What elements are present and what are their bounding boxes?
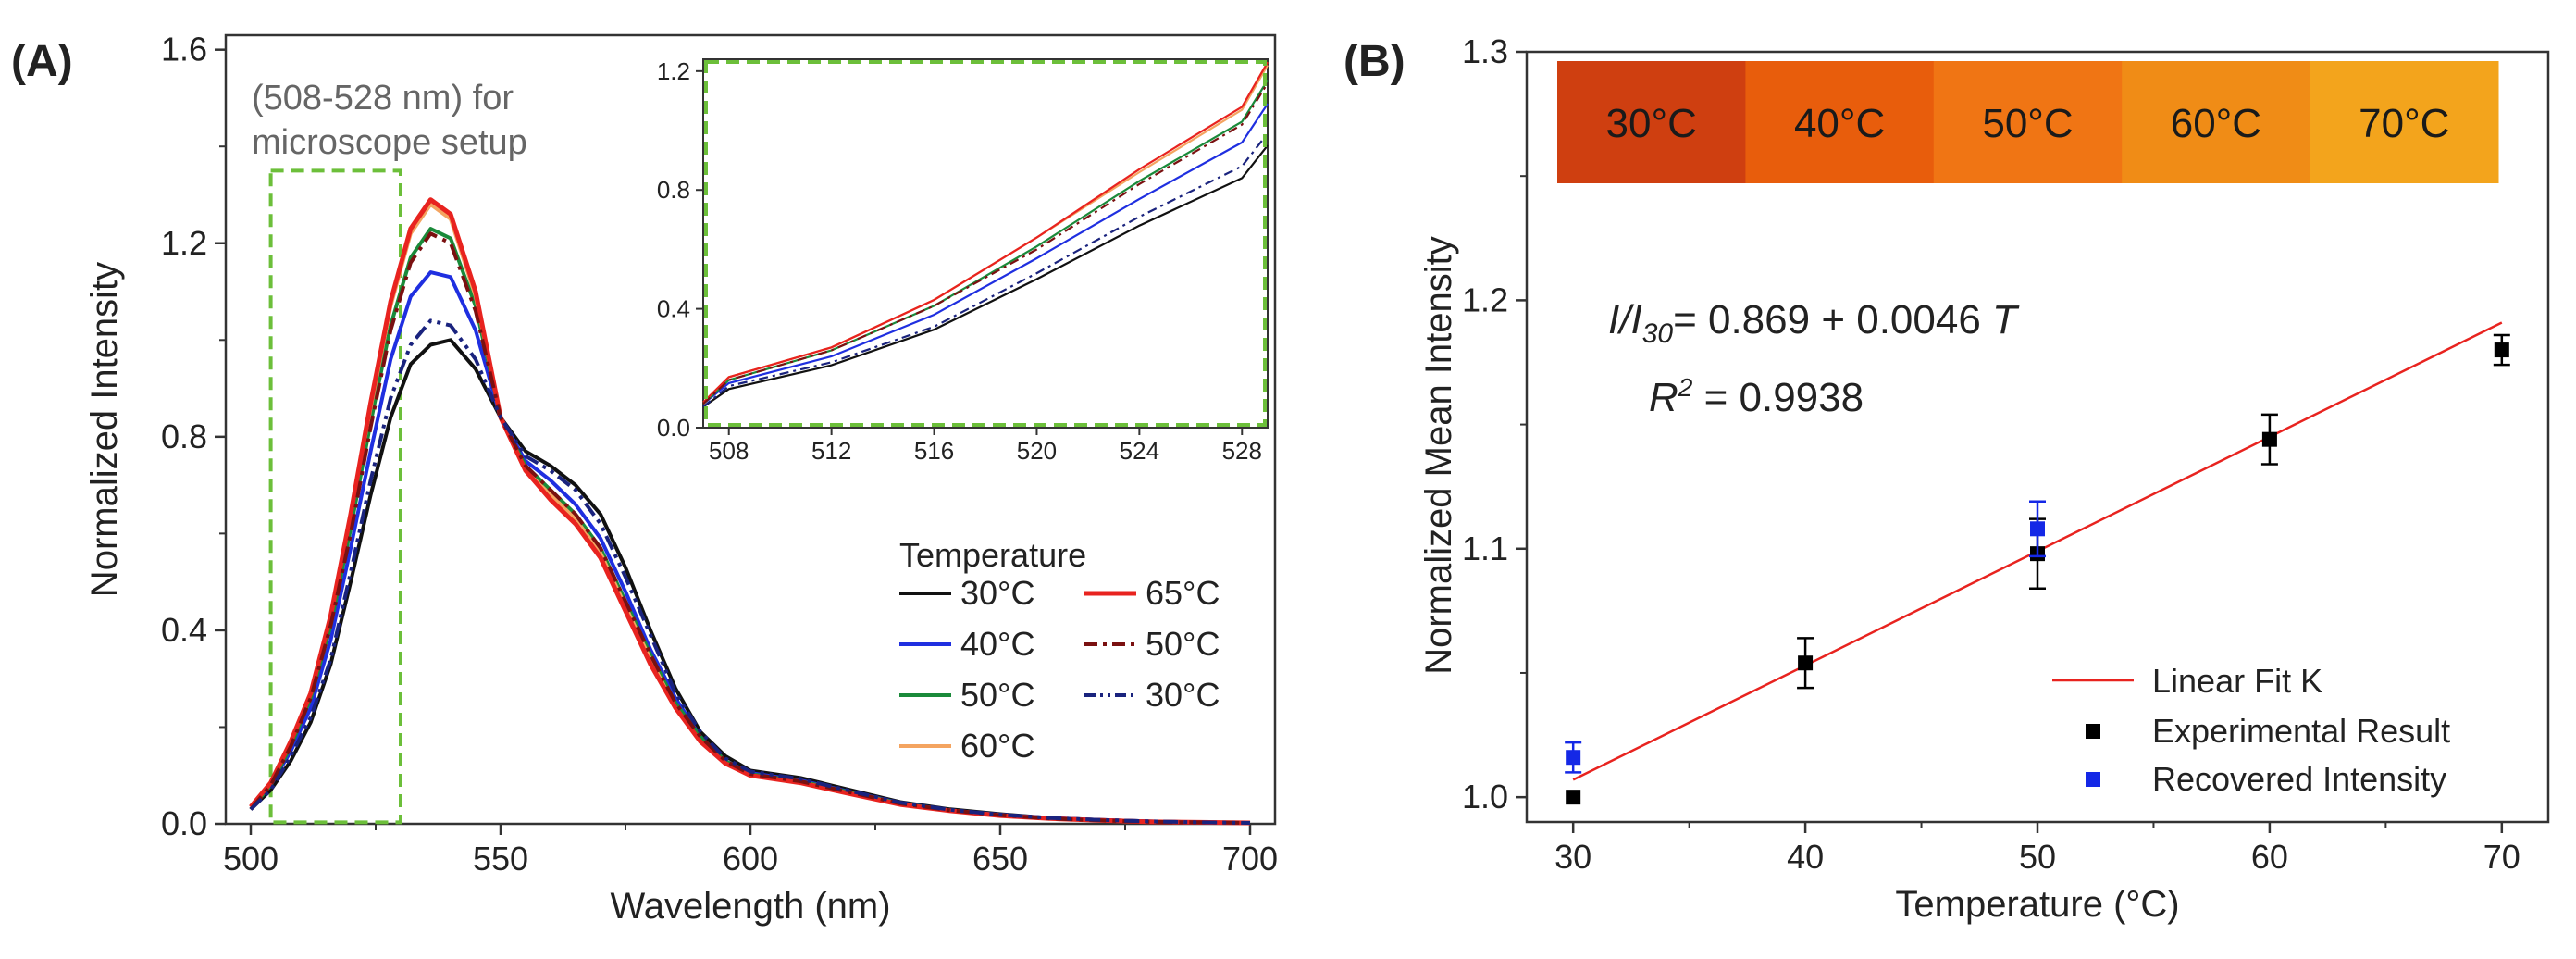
y-axis-label: Normalized Mean Intensity bbox=[1418, 236, 1459, 675]
data-point-0 bbox=[2494, 342, 2509, 358]
fit-equation: I/I30= 0.869 + 0.0046 T bbox=[1608, 297, 2020, 349]
x-axis-label: Temperature (°C) bbox=[1895, 884, 2179, 925]
legend-label-3: 60°C bbox=[960, 727, 1034, 765]
inset-y-tick-label: 0.8 bbox=[657, 176, 690, 204]
x-tick-label: 500 bbox=[223, 840, 279, 878]
inset-series-line-1 bbox=[702, 103, 1269, 405]
series-line-6 bbox=[249, 318, 1251, 825]
color-bar-segment-2 bbox=[1933, 61, 2123, 183]
panel-a-label: (A) bbox=[11, 37, 73, 86]
inset-series-line-2 bbox=[702, 79, 1269, 405]
data-point-0 bbox=[1566, 790, 1581, 805]
legend-label-0: Experimental Result bbox=[2152, 712, 2450, 750]
x-tick-label: 70 bbox=[2483, 838, 2520, 876]
data-point-0 bbox=[1798, 655, 1814, 671]
data-point-1 bbox=[1566, 750, 1581, 766]
legend-label-6: 30°C bbox=[1146, 676, 1220, 714]
x-tick-label: 550 bbox=[473, 840, 528, 878]
legend-label-1: Recovered Intensity bbox=[2152, 760, 2446, 798]
y-tick-label: 1.1 bbox=[1462, 529, 1508, 567]
inset-series-line-6 bbox=[702, 132, 1269, 408]
color-bar-segment-3 bbox=[2122, 61, 2311, 183]
legend-label-1: 40°C bbox=[960, 625, 1034, 663]
y-tick-label: 1.6 bbox=[161, 31, 207, 68]
legend-swatch-1 bbox=[2086, 772, 2100, 787]
data-point-0 bbox=[2261, 431, 2277, 447]
annotation-text: microscope setup bbox=[252, 123, 527, 162]
inset-highlight-border bbox=[704, 60, 1267, 427]
color-bar-label-2: 50°C bbox=[1982, 101, 2073, 146]
annotation-text: (508-528 nm) for bbox=[252, 79, 514, 118]
legend-label-fit: Linear Fit K bbox=[2152, 662, 2322, 700]
data-point-1 bbox=[2030, 521, 2045, 537]
inset-y-tick-label: 1.2 bbox=[657, 57, 690, 85]
inset-x-tick-label: 528 bbox=[1222, 437, 1262, 465]
y-axis-label: Normalized Intensity bbox=[84, 262, 125, 597]
x-tick-label: 650 bbox=[972, 840, 1028, 878]
y-tick-label: 1.2 bbox=[1462, 280, 1508, 318]
r-squared: R2 = 0.9938 bbox=[1649, 373, 1864, 420]
x-axis-label: Wavelength (nm) bbox=[610, 886, 890, 927]
panel-b-chart: 30°C 40°C 50°C 60°C 70°C 30 40 50 60 70 1.0 1.1 1.2 1… bbox=[1418, 32, 2550, 925]
x-tick-label: 50 bbox=[2019, 838, 2056, 876]
legend-label-2: 50°C bbox=[960, 676, 1034, 714]
legend-label-4: 65°C bbox=[1146, 574, 1220, 612]
inset-series-line-4 bbox=[702, 61, 1269, 404]
inset-series-line-5 bbox=[702, 82, 1269, 405]
color-bar-segment-0 bbox=[1557, 61, 1746, 183]
y-tick-label: 1.0 bbox=[1462, 778, 1508, 816]
panel-a-chart: 500 550 600 650 700 0.0 0.4 0.8 1.2 1.6 Wavelength… bbox=[84, 31, 1278, 927]
x-tick-label: 60 bbox=[2251, 838, 2288, 876]
x-tick-label: 30 bbox=[1554, 838, 1591, 876]
inset-x-tick-label: 520 bbox=[1017, 437, 1057, 465]
y-tick-label: 0.8 bbox=[161, 417, 207, 455]
legend-swatch-0 bbox=[2086, 724, 2100, 739]
legend-label-5: 50°C bbox=[1146, 625, 1220, 663]
color-bar-label-0: 30°C bbox=[1606, 101, 1697, 146]
inset-x-tick-label: 508 bbox=[709, 437, 749, 465]
color-bar-label-4: 70°C bbox=[2359, 101, 2449, 146]
color-bar-label-1: 40°C bbox=[1794, 101, 1885, 146]
inset-x-tick-label: 524 bbox=[1120, 437, 1159, 465]
inset-series-line-0 bbox=[702, 144, 1269, 408]
color-bar-segment-4 bbox=[2310, 61, 2499, 183]
legend-label-0: 30°C bbox=[960, 574, 1034, 612]
x-tick-label: 40 bbox=[1787, 838, 1824, 876]
color-bar-label-3: 60°C bbox=[2171, 101, 2261, 146]
color-bar-segment-1 bbox=[1745, 61, 1935, 183]
series-line-5 bbox=[249, 231, 1251, 825]
x-tick-label: 700 bbox=[1222, 840, 1278, 878]
y-tick-label: 1.2 bbox=[161, 224, 207, 262]
y-tick-label: 0.0 bbox=[161, 804, 207, 842]
inset-x-tick-label: 516 bbox=[914, 437, 954, 465]
y-tick-label: 1.3 bbox=[1462, 32, 1508, 70]
x-tick-label: 600 bbox=[723, 840, 778, 878]
highlight-region-box bbox=[268, 168, 402, 825]
inset-y-tick-label: 0.4 bbox=[657, 295, 690, 323]
legend-title: Temperature bbox=[899, 536, 1086, 574]
panel-b-label: (B) bbox=[1344, 37, 1406, 86]
inset-x-tick-label: 512 bbox=[811, 437, 851, 465]
inset-y-tick-label: 0.0 bbox=[657, 414, 690, 442]
y-tick-label: 0.4 bbox=[161, 611, 207, 649]
